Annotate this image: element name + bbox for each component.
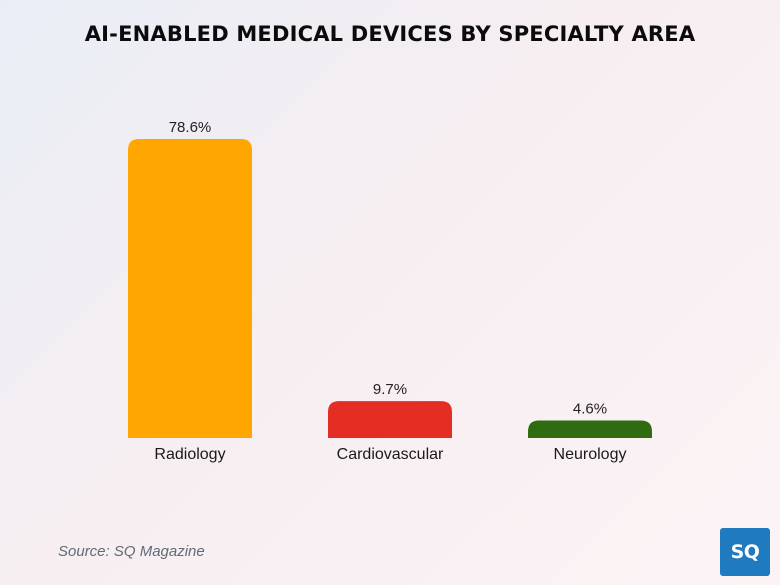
- sq-logo: SQ: [720, 528, 770, 576]
- source-note: Source: SQ Magazine: [58, 543, 205, 560]
- value-label: 4.6%: [573, 401, 607, 418]
- category-label: Radiology: [154, 446, 225, 463]
- bar-radiology: [128, 139, 252, 438]
- category-label: Neurology: [554, 446, 627, 463]
- bar-cardiovascular: [328, 401, 452, 438]
- chart-title: AI-ENABLED MEDICAL DEVICES BY SPECIALTY …: [84, 22, 696, 46]
- value-label: 78.6%: [169, 119, 212, 136]
- category-label: Cardiovascular: [337, 446, 444, 463]
- bar-neurology: [528, 420, 652, 438]
- sq-logo-text: SQ: [730, 541, 760, 563]
- value-label: 9.7%: [373, 381, 407, 398]
